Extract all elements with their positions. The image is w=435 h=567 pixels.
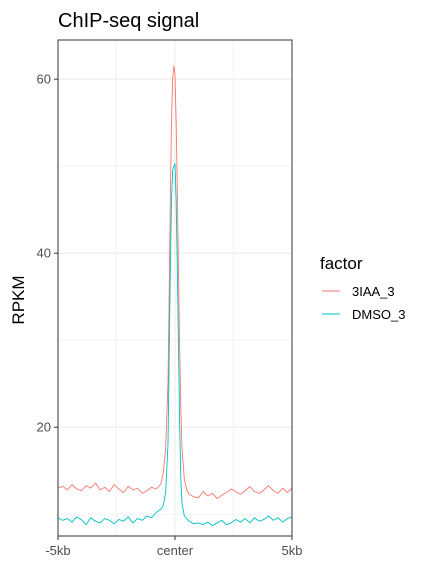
x-tick-label: center	[157, 543, 194, 558]
legend: factor 3IAA_3 DMSO_3	[320, 254, 405, 322]
legend-label-0: 3IAA_3	[352, 284, 395, 299]
series-line-1	[57, 163, 293, 527]
y-tick-label: 40	[37, 246, 51, 261]
x-tick-label: 5kb	[282, 543, 303, 558]
legend-label-1: DMSO_3	[352, 307, 405, 322]
x-axis: -5kb center 5kb	[45, 536, 302, 558]
chart-title: ChIP-seq signal	[58, 10, 199, 32]
y-tick-label: 20	[37, 420, 51, 435]
legend-title: factor	[320, 254, 363, 273]
y-axis: 20 40 60	[37, 72, 58, 435]
x-tick-label: -5kb	[45, 543, 70, 558]
series-line-0	[57, 65, 293, 500]
series-layer	[57, 65, 293, 527]
y-axis-label: RPKM	[9, 275, 28, 324]
grid-lines	[57, 40, 293, 536]
y-tick-label: 60	[37, 72, 51, 87]
